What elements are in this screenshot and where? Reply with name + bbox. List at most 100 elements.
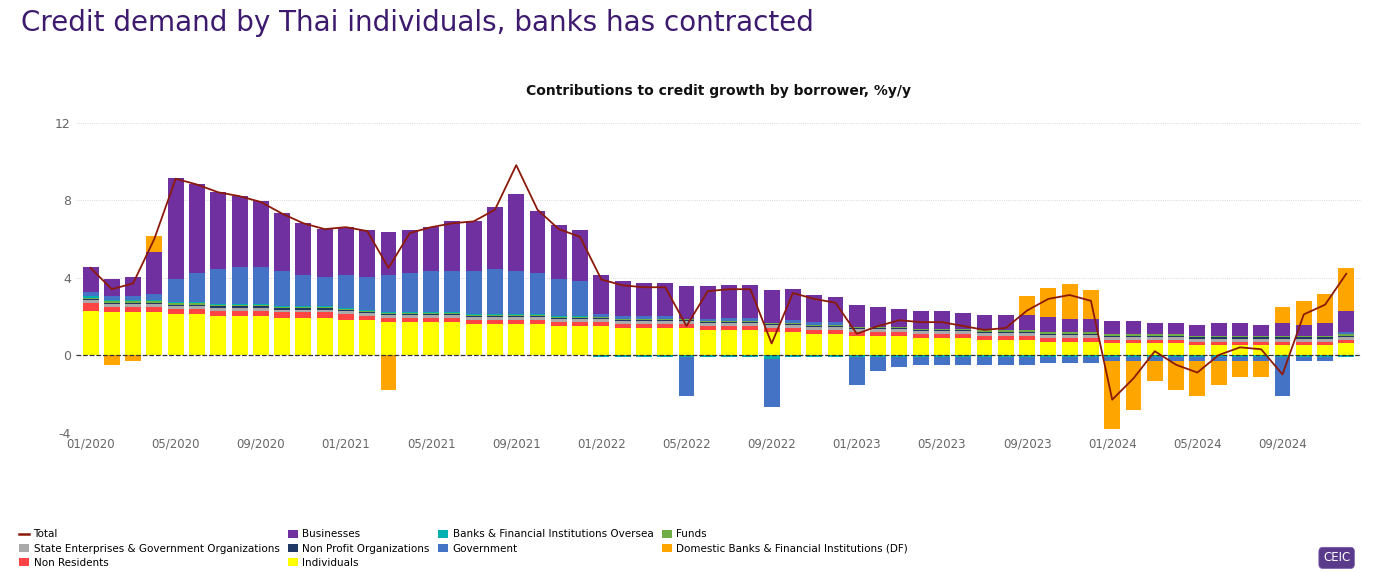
Bar [104, 301, 120, 303]
Bar [1189, 346, 1206, 355]
Bar [720, 355, 737, 358]
Bar [424, 322, 439, 355]
Bar [1147, 335, 1163, 336]
Bar [424, 271, 439, 312]
Bar [637, 320, 652, 321]
Bar [188, 302, 205, 303]
Bar [381, 314, 396, 315]
Bar [763, 323, 780, 324]
Bar [125, 307, 142, 312]
Bar [637, 324, 652, 328]
Bar [381, 318, 396, 322]
Bar [146, 304, 162, 307]
Bar [253, 267, 268, 304]
Bar [976, 315, 993, 331]
Bar [572, 319, 588, 322]
Bar [296, 312, 311, 318]
Bar [976, 358, 993, 365]
Bar [188, 184, 205, 273]
Bar [998, 331, 1013, 332]
Bar [678, 328, 694, 355]
Bar [210, 304, 227, 305]
Bar [913, 311, 928, 328]
Bar [913, 337, 928, 355]
Bar [1295, 337, 1312, 339]
Bar [82, 296, 99, 297]
Bar [1062, 333, 1078, 335]
Bar [231, 305, 248, 307]
Bar [934, 358, 950, 365]
Bar [1275, 358, 1291, 396]
Bar [976, 332, 993, 333]
Bar [210, 269, 227, 304]
Bar [785, 323, 800, 324]
Bar [188, 305, 205, 309]
Bar [700, 322, 716, 323]
Bar [828, 355, 843, 358]
Bar [509, 324, 524, 355]
Bar [1253, 362, 1269, 377]
Bar [934, 328, 950, 329]
Bar [1253, 358, 1269, 362]
Bar [785, 355, 800, 358]
Bar [891, 336, 908, 355]
Bar [1126, 340, 1141, 343]
Bar [785, 332, 800, 355]
Bar [529, 314, 546, 315]
Bar [976, 331, 993, 332]
Bar [338, 311, 353, 312]
Bar [316, 277, 333, 306]
Bar [720, 323, 737, 326]
Bar [763, 359, 780, 407]
Bar [891, 327, 908, 328]
Bar [1253, 336, 1269, 337]
Bar [806, 325, 822, 326]
Bar [424, 314, 439, 315]
Bar [104, 355, 120, 365]
Bar [1041, 355, 1056, 358]
Bar [934, 331, 950, 333]
Bar [210, 307, 227, 308]
Bar [509, 320, 524, 324]
Title: Contributions to credit growth by borrower, %y/y: Contributions to credit growth by borrow… [527, 84, 912, 98]
Bar [976, 355, 993, 358]
Bar [359, 277, 375, 310]
Bar [274, 271, 290, 306]
Bar [1104, 337, 1121, 340]
Bar [82, 300, 99, 303]
Bar [1062, 332, 1078, 333]
Bar [188, 304, 205, 305]
Bar [1210, 323, 1226, 336]
Bar [1019, 315, 1035, 331]
Bar [210, 192, 227, 269]
Bar [231, 195, 248, 267]
Bar [1189, 339, 1206, 342]
Bar [848, 332, 865, 336]
Bar [848, 327, 865, 328]
Bar [594, 319, 609, 322]
Bar [338, 320, 353, 355]
Bar [529, 316, 546, 317]
Bar [891, 358, 908, 367]
Bar [104, 304, 120, 307]
Bar [891, 355, 908, 358]
Bar [828, 333, 843, 355]
Bar [1169, 358, 1184, 362]
Bar [828, 330, 843, 333]
Bar [848, 358, 865, 384]
Bar [231, 307, 248, 308]
Bar [1147, 355, 1163, 358]
Bar [913, 331, 928, 333]
Bar [146, 300, 162, 301]
Bar [720, 285, 737, 318]
Bar [188, 309, 205, 315]
Bar [1338, 269, 1354, 311]
Bar [231, 311, 248, 316]
Bar [1189, 342, 1206, 346]
Bar [828, 297, 843, 322]
Bar [402, 313, 418, 314]
Bar [891, 309, 908, 327]
Bar [1232, 323, 1248, 336]
Bar [1253, 339, 1269, 342]
Bar [1338, 340, 1354, 343]
